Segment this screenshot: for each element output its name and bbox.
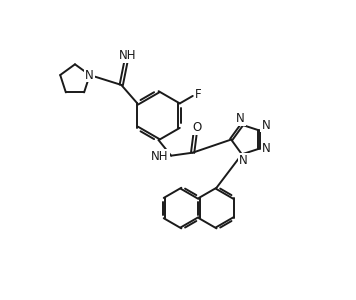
- Text: N: N: [262, 142, 271, 155]
- Text: N: N: [239, 154, 248, 167]
- Text: F: F: [195, 88, 201, 101]
- Text: N: N: [85, 68, 94, 82]
- Text: N: N: [261, 118, 270, 131]
- Text: O: O: [192, 121, 201, 134]
- Text: N: N: [236, 112, 245, 125]
- Text: NH: NH: [119, 50, 136, 62]
- Text: NH: NH: [151, 150, 169, 163]
